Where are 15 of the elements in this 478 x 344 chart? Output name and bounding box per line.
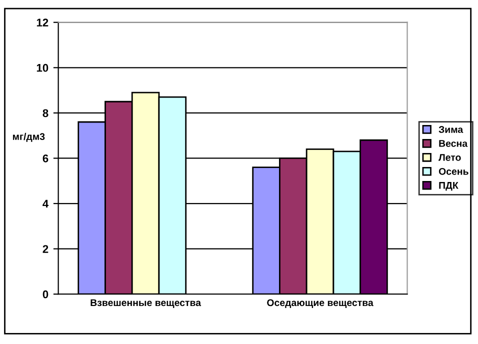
y-tick-label: 4 [42, 200, 49, 208]
y-tick-label: 2 [42, 245, 48, 253]
x-tick-label: Взвешенные вещества [90, 299, 202, 308]
y-tick-label: 12 [36, 18, 48, 26]
x-tick-label: Оседающие вещества [267, 299, 374, 308]
y-tick-label: 0 [42, 290, 48, 298]
legend-label: Осень [438, 168, 468, 175]
y-tick-label: 6 [42, 154, 48, 162]
legend-label: Весна [439, 140, 468, 147]
legend-label: ПДК [439, 182, 458, 191]
y-tick-label: 10 [36, 64, 48, 72]
y-axis-title: мг/дм3 [12, 132, 45, 142]
legend-label: Зима [438, 126, 464, 133]
legend-label: Лето [438, 154, 461, 161]
y-tick-label: 8 [42, 109, 48, 118]
